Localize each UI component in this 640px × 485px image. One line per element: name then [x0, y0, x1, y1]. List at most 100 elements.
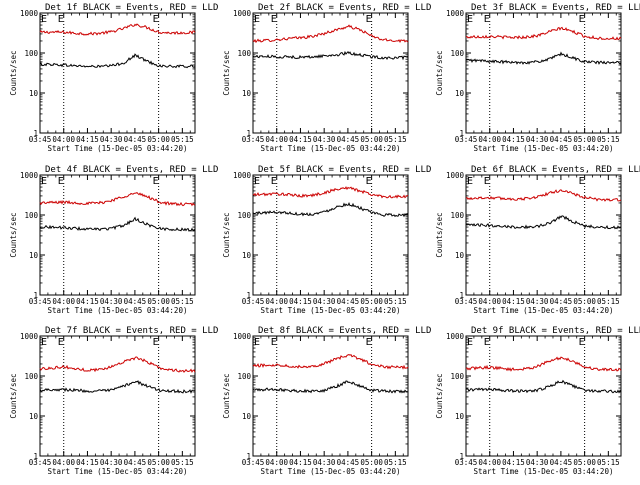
- panel-det-8: Det 8f BLACK = Events, RED = LLD 1 10 100 10…: [222, 326, 431, 476]
- panel-det-9: Det 9f BLACK = Events, RED = LLD 1 10 100 10…: [435, 326, 640, 476]
- series-lld-line: [252, 24, 409, 44]
- y-tick-label: 1: [459, 452, 464, 461]
- event-marker-label: E: [366, 337, 372, 348]
- x-tick-label: 05:00: [360, 135, 383, 144]
- x-tick-label: 04:30: [100, 297, 123, 306]
- event-marker-label: E: [58, 337, 64, 348]
- series-lld-line: [465, 26, 622, 41]
- series-events-line: [252, 380, 409, 394]
- x-tick-label: 05:00: [360, 458, 383, 467]
- series-events-line: [465, 215, 622, 230]
- x-tick-label: 05:15: [597, 297, 620, 306]
- y-tick-label: 10: [29, 251, 39, 260]
- plot-frame: [39, 12, 196, 134]
- x-tick-label: 04:30: [313, 135, 336, 144]
- y-tick-label: 10: [455, 251, 465, 260]
- series-lld-line: [39, 23, 196, 36]
- y-tick-label: 1000: [446, 332, 465, 341]
- x-tick-label: 05:15: [384, 135, 407, 144]
- y-tick-label: 10: [455, 89, 465, 98]
- plot-frame: [465, 335, 622, 457]
- panel-det-7: Det 7f BLACK = Events, RED = LLD 1 10 100 10…: [9, 326, 218, 476]
- y-tick-label: 100: [450, 211, 464, 220]
- plot-frame: [252, 12, 409, 134]
- x-tick-label: 04:30: [100, 135, 123, 144]
- x-axis-label: Start Time (15-Dec-05 03:44:20): [48, 144, 188, 153]
- y-tick-label: 100: [450, 49, 464, 58]
- event-marker-label-start: E: [254, 14, 260, 25]
- x-tick-label: 04:00: [52, 135, 75, 144]
- x-tick-label: 05:00: [573, 297, 596, 306]
- event-marker-label-start: E: [467, 14, 473, 25]
- y-tick-label: 1: [459, 129, 464, 138]
- x-tick-label: 03:45: [29, 297, 52, 306]
- y-tick-label: 1000: [446, 171, 465, 180]
- x-tick-label: 04:45: [124, 135, 147, 144]
- series-lld-line: [39, 191, 196, 207]
- event-marker-label: E: [58, 176, 64, 187]
- plot-frame: [252, 335, 409, 457]
- x-tick-label: 05:15: [384, 297, 407, 306]
- panel-title: Det 2f BLACK = Events, RED = LLD: [258, 3, 431, 13]
- y-tick-label: 1000: [233, 332, 252, 341]
- event-marker-label: E: [366, 176, 372, 187]
- y-tick-label: 10: [242, 251, 252, 260]
- y-axis-label: Counts/sec: [435, 212, 444, 257]
- event-marker-label: E: [484, 14, 490, 25]
- panel-title: Det 1f BLACK = Events, RED = LLD: [45, 3, 218, 13]
- series-lld-line: [465, 356, 622, 372]
- event-marker-label: E: [579, 176, 585, 187]
- x-tick-label: 04:15: [76, 458, 99, 467]
- y-tick-label: 100: [237, 211, 251, 220]
- y-tick-label: 100: [450, 372, 464, 381]
- x-tick-label: 05:00: [573, 135, 596, 144]
- x-tick-label: 04:15: [502, 135, 525, 144]
- x-tick-label: 03:45: [29, 458, 52, 467]
- x-tick-label: 05:15: [171, 458, 194, 467]
- x-axis-label: Start Time (15-Dec-05 03:44:20): [261, 144, 401, 153]
- y-axis-label: Counts/sec: [222, 212, 231, 257]
- event-marker-label: E: [484, 337, 490, 348]
- event-marker-label: E: [271, 337, 277, 348]
- x-tick-label: 04:30: [100, 458, 123, 467]
- series-lld-line: [252, 186, 408, 199]
- x-tick-label: 04:45: [337, 135, 360, 144]
- plot-frame: [39, 335, 196, 457]
- y-tick-label: 1000: [233, 9, 252, 18]
- event-marker-label: E: [153, 14, 159, 25]
- x-tick-label: 05:15: [171, 135, 194, 144]
- y-axis-label: Counts/sec: [222, 373, 231, 418]
- x-tick-label: 04:15: [289, 297, 312, 306]
- plot-frame: [39, 174, 196, 296]
- panel-title: Det 8f BLACK = Events, RED = LLD: [258, 326, 431, 336]
- series-events-line: [39, 380, 195, 394]
- panel-title: Det 3f BLACK = Events, RED = LLD: [471, 3, 640, 13]
- series-events-line: [252, 201, 409, 218]
- x-tick-label: 04:00: [52, 458, 75, 467]
- event-marker-label: E: [579, 337, 585, 348]
- event-marker-label-start: E: [41, 337, 47, 348]
- x-tick-label: 04:45: [550, 458, 573, 467]
- event-marker-label-start: E: [41, 14, 47, 25]
- x-tick-label: 03:45: [242, 135, 265, 144]
- x-tick-label: 05:00: [573, 458, 596, 467]
- y-tick-label: 10: [29, 89, 39, 98]
- x-tick-label: 04:15: [289, 458, 312, 467]
- x-tick-label: 04:15: [502, 458, 525, 467]
- event-marker-label: E: [271, 14, 277, 25]
- x-tick-label: 03:45: [455, 135, 478, 144]
- x-axis-label: Start Time (15-Dec-05 03:44:20): [474, 467, 614, 476]
- x-axis-label: Start Time (15-Dec-05 03:44:20): [261, 467, 401, 476]
- event-marker-label: E: [579, 14, 585, 25]
- y-tick-label: 1000: [20, 171, 39, 180]
- x-tick-label: 04:30: [526, 458, 549, 467]
- panel-title: Det 5f BLACK = Events, RED = LLD: [258, 165, 431, 175]
- x-tick-label: 05:00: [147, 458, 170, 467]
- event-marker-label: E: [366, 14, 372, 25]
- x-tick-label: 04:30: [313, 297, 336, 306]
- x-tick-label: 04:00: [265, 458, 288, 467]
- series-lld-line: [252, 354, 409, 370]
- y-tick-label: 1: [459, 291, 464, 300]
